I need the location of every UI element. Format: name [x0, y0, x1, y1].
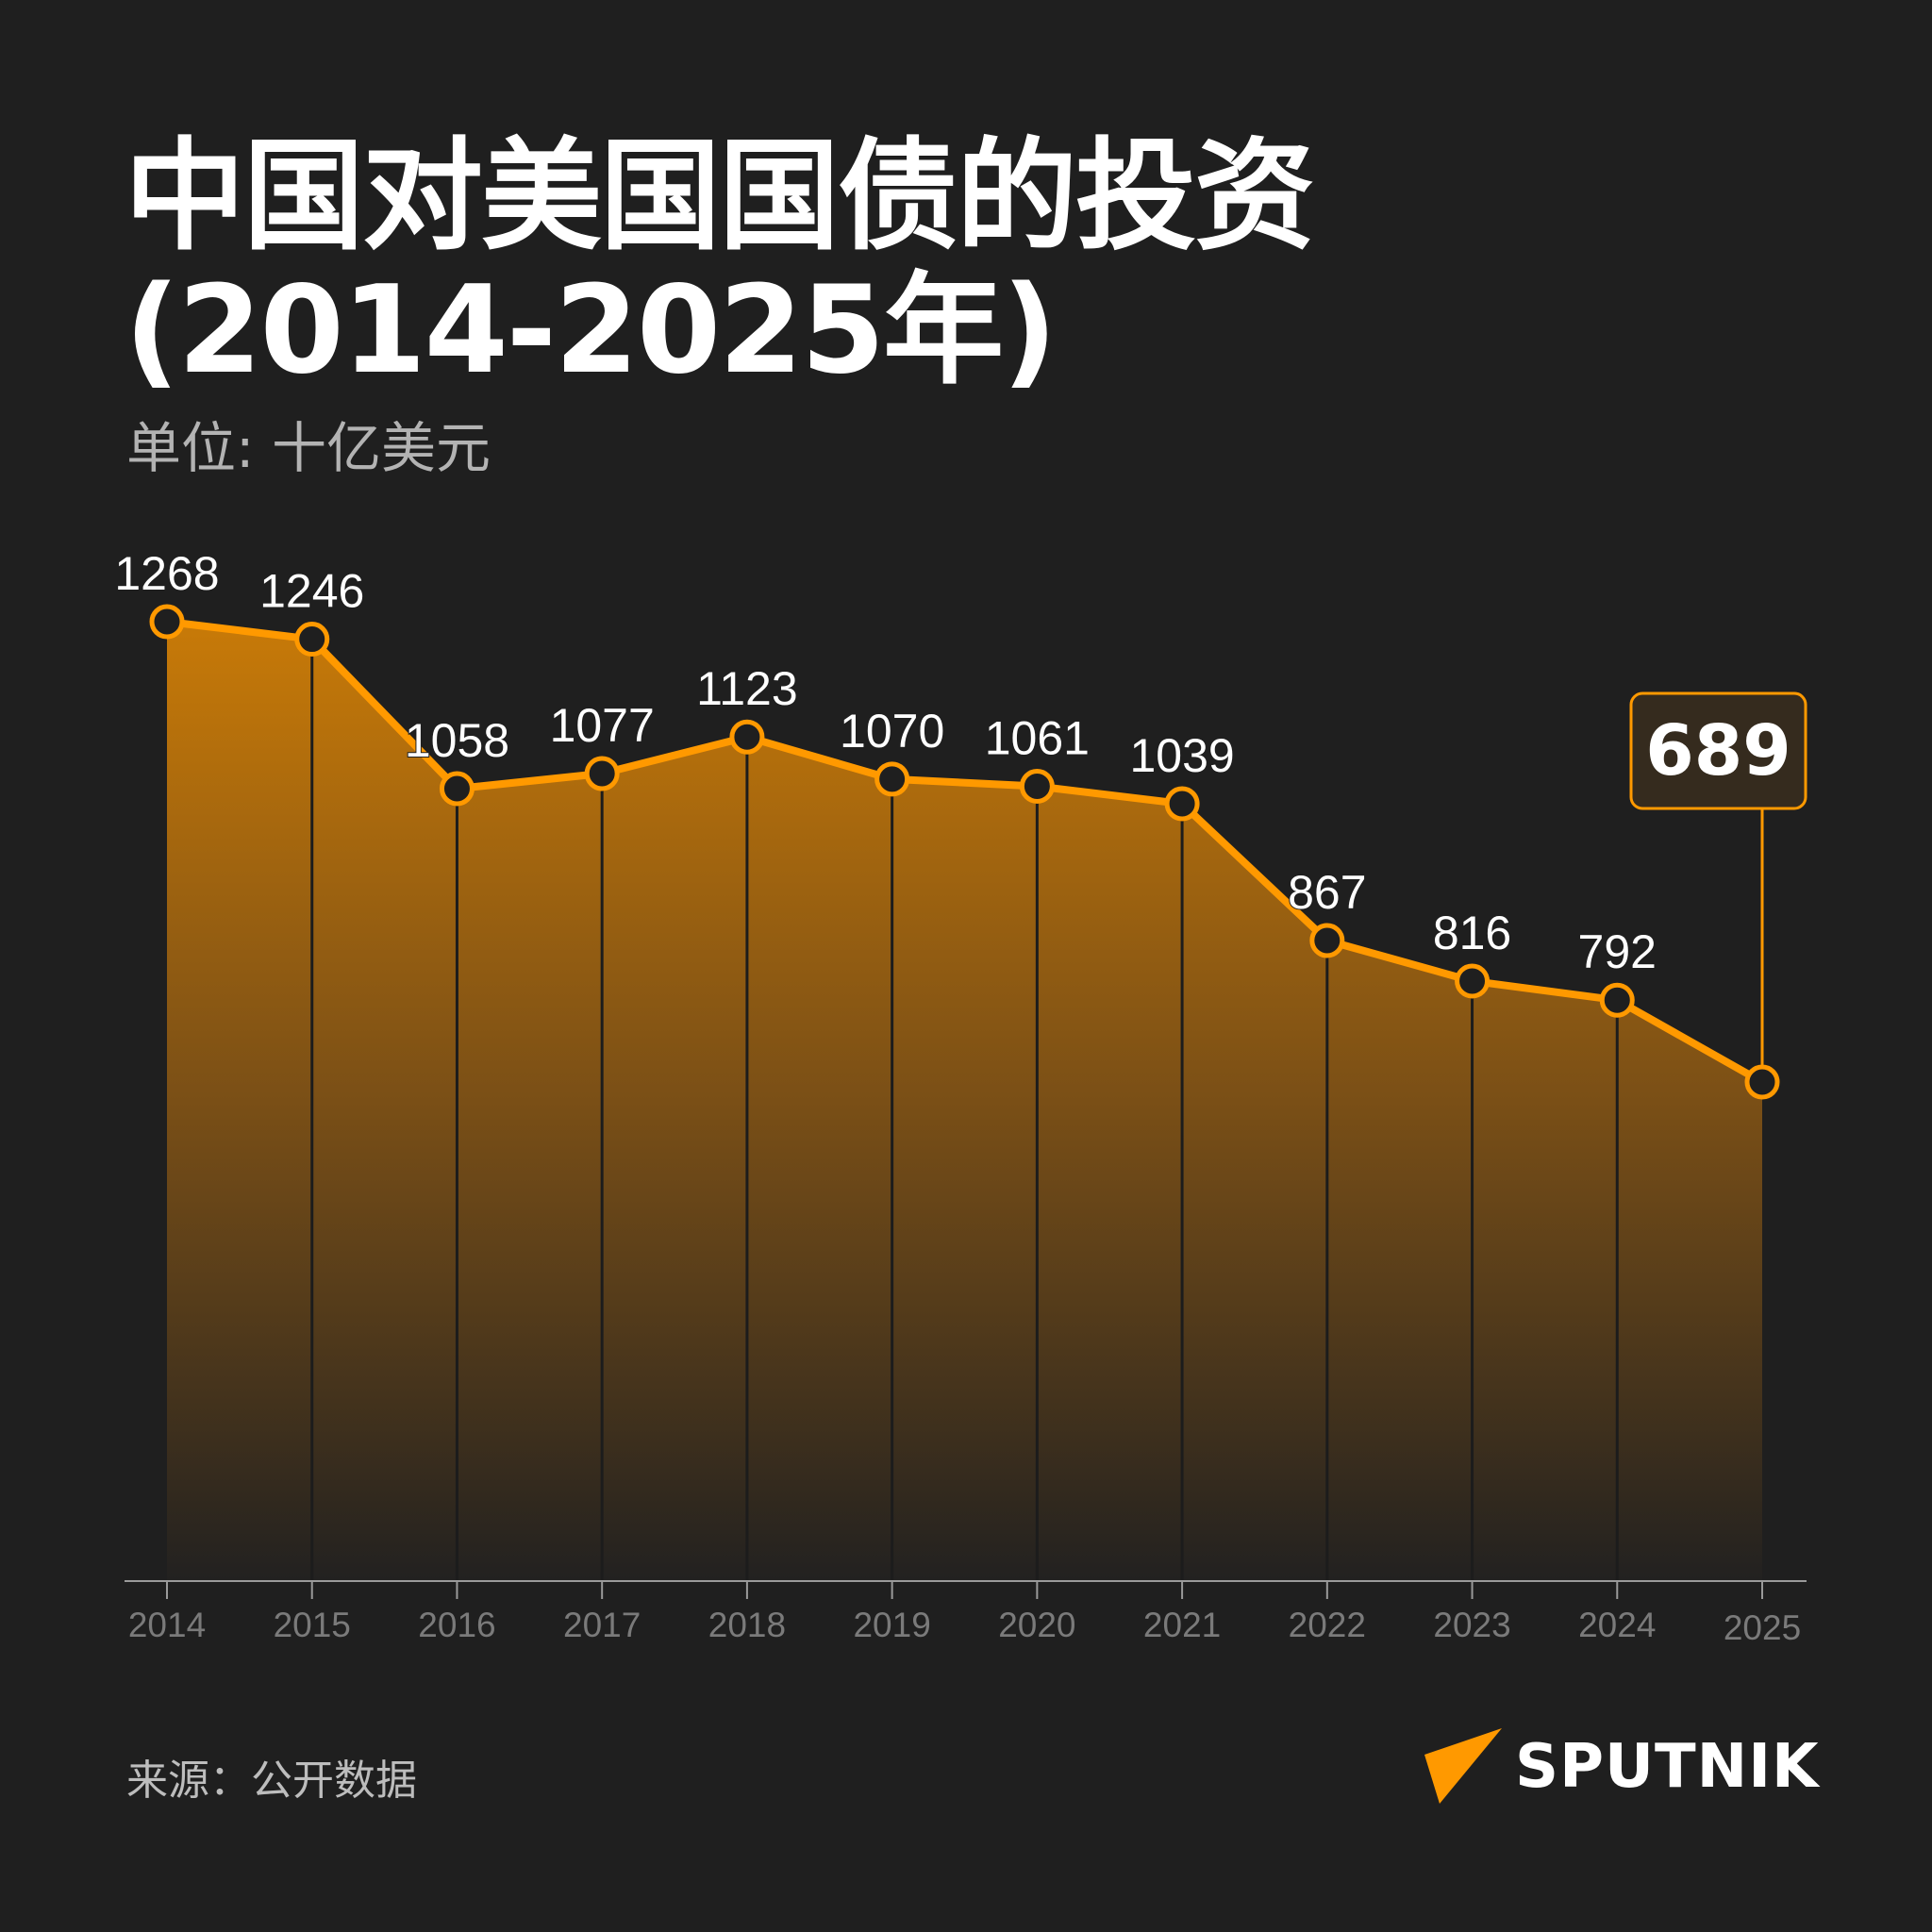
- data-value-label: 1268: [114, 547, 219, 600]
- data-point-marker: [1164, 786, 1200, 822]
- chart-title: 中国对美国国债的投资 (2014-2025年): [125, 126, 1315, 401]
- data-point-marker: [1744, 1064, 1780, 1100]
- data-point-marker: [439, 771, 475, 807]
- callout-box: [1629, 691, 1807, 810]
- data-value-label: 1070: [840, 705, 944, 758]
- data-value-label: 816: [1433, 907, 1511, 959]
- data-point-marker: [584, 756, 620, 791]
- data-value-label: 792: [1578, 925, 1657, 978]
- x-tick-label: 2014: [128, 1606, 206, 1644]
- data-value-label: 867: [1288, 866, 1366, 919]
- data-value-label: 1061: [985, 711, 1090, 764]
- source-note: 来源：公开数据: [126, 1757, 417, 1805]
- data-point-marker: [1455, 963, 1491, 999]
- x-tick-label: 2019: [853, 1606, 930, 1644]
- drop-lines: [310, 639, 1619, 1581]
- series-line: [163, 618, 1766, 1086]
- data-point-marker: [729, 719, 765, 755]
- title-line-1: 中国对美国国债的投资: [125, 126, 1315, 267]
- data-point-marker: [874, 761, 910, 797]
- data-point-marker: [1309, 923, 1345, 958]
- x-tick-label: 2024: [1578, 1606, 1656, 1644]
- x-tick-label: 2017: [563, 1606, 641, 1644]
- data-point-marker: [149, 604, 185, 640]
- x-tick-label: 2022: [1289, 1606, 1366, 1644]
- series-polyline: [163, 618, 1766, 1086]
- data-value-label: 1123: [696, 662, 798, 715]
- x-axis: 2014 2015 2016 2017 2018 2019 2020 2021 2022 2023…: [125, 1580, 1807, 1647]
- x-tick-label: 2021: [1143, 1606, 1221, 1644]
- highlight-callout: 689: [1629, 691, 1807, 1082]
- x-tick-label: 2016: [418, 1606, 495, 1644]
- x-tick-label: 2018: [708, 1606, 786, 1644]
- area-fill: [167, 622, 1762, 1581]
- data-value-label: 1058: [405, 714, 509, 767]
- data-value-label: 1246: [259, 565, 364, 618]
- data-labels: 1268 1246 1058 1077 1123 1070 1061 1039 867 816 79…: [113, 546, 1657, 979]
- x-tick-label: 2015: [274, 1606, 351, 1644]
- callout-value: 689: [1645, 710, 1790, 791]
- area-fill-layer: [167, 622, 1762, 1581]
- x-tick-label: 2025: [1724, 1608, 1801, 1647]
- logo-wordmark: SPUTNIK: [1515, 1732, 1820, 1802]
- sputnik-arrow-icon: [1424, 1728, 1502, 1804]
- data-point-marker: [294, 622, 330, 658]
- data-value-label: 1039: [1129, 729, 1234, 782]
- x-tick-label: 2023: [1433, 1606, 1510, 1644]
- data-point-marker: [1599, 982, 1635, 1018]
- unit-subtitle: 单位: 十亿美元: [126, 416, 491, 480]
- data-points: [149, 604, 1780, 1100]
- title-line-2: (2014-2025年): [125, 260, 1058, 401]
- sputnik-logo: SPUTNIK: [1423, 1724, 1819, 1809]
- data-point-marker: [1019, 768, 1055, 804]
- data-value-label: 1077: [550, 699, 655, 752]
- x-tick-label: 2020: [998, 1606, 1075, 1644]
